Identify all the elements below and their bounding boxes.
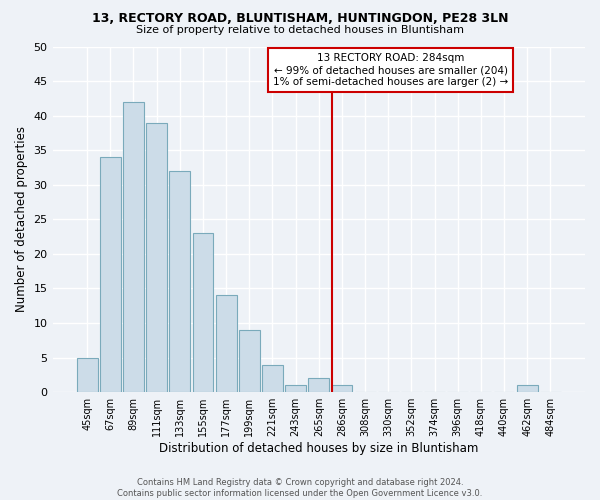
Bar bbox=[77, 358, 98, 392]
Bar bbox=[100, 157, 121, 392]
Text: 13 RECTORY ROAD: 284sqm
← 99% of detached houses are smaller (204)
1% of semi-de: 13 RECTORY ROAD: 284sqm ← 99% of detache… bbox=[273, 54, 508, 86]
Bar bbox=[308, 378, 329, 392]
Bar bbox=[239, 330, 260, 392]
Bar bbox=[216, 296, 236, 392]
Bar bbox=[146, 122, 167, 392]
Text: Size of property relative to detached houses in Bluntisham: Size of property relative to detached ho… bbox=[136, 25, 464, 35]
Bar bbox=[285, 386, 306, 392]
Text: Contains HM Land Registry data © Crown copyright and database right 2024.
Contai: Contains HM Land Registry data © Crown c… bbox=[118, 478, 482, 498]
Y-axis label: Number of detached properties: Number of detached properties bbox=[15, 126, 28, 312]
Bar bbox=[262, 364, 283, 392]
Bar bbox=[123, 102, 144, 392]
Bar bbox=[193, 233, 214, 392]
Bar bbox=[517, 386, 538, 392]
Bar bbox=[169, 171, 190, 392]
Bar bbox=[332, 386, 352, 392]
X-axis label: Distribution of detached houses by size in Bluntisham: Distribution of detached houses by size … bbox=[159, 442, 478, 455]
Text: 13, RECTORY ROAD, BLUNTISHAM, HUNTINGDON, PE28 3LN: 13, RECTORY ROAD, BLUNTISHAM, HUNTINGDON… bbox=[92, 12, 508, 26]
